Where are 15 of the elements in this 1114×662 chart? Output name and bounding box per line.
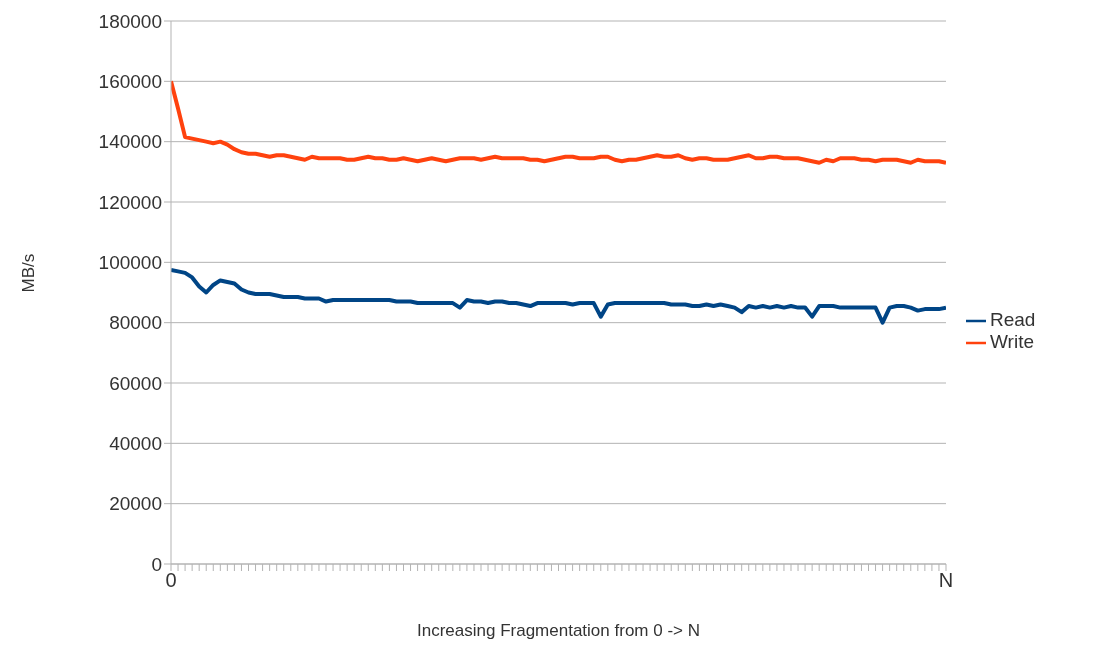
x-axis-title: Increasing Fragmentation from 0 -> N xyxy=(417,621,700,640)
y-tick-label: 40000 xyxy=(109,433,162,455)
y-tick-label: 60000 xyxy=(109,372,162,394)
y-tick-label: 0 xyxy=(151,553,162,575)
y-tick-label: 100000 xyxy=(98,252,162,274)
legend-label: Write xyxy=(990,331,1034,352)
y-tick-label: 120000 xyxy=(98,191,162,213)
y-tick-label: 160000 xyxy=(98,71,162,93)
y-tick-label: 20000 xyxy=(109,493,162,515)
y-tick-label: 80000 xyxy=(109,312,162,334)
x-tick-label: N xyxy=(938,569,954,592)
y-tick-label: 140000 xyxy=(98,131,162,153)
legend-label: Read xyxy=(990,309,1036,330)
y-tick-label: 180000 xyxy=(98,10,162,32)
y-axis-title: MB/s xyxy=(19,253,39,293)
